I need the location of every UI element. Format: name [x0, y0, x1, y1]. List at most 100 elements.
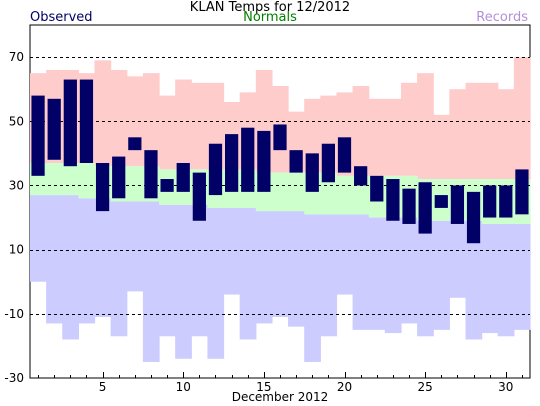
record-low-bar: [513, 223, 531, 330]
observed-bar: [79, 79, 94, 163]
record-low-bar: [110, 201, 128, 337]
legend-observed: Observed: [30, 10, 93, 25]
record-high-bar: [352, 85, 370, 176]
observed-bar: [370, 175, 384, 202]
record-low-bar: [481, 223, 499, 334]
record-high-bar: [481, 82, 499, 180]
observed-bar: [305, 153, 319, 192]
y-tick-label: 70: [9, 50, 24, 64]
record-low-bar: [78, 198, 96, 324]
normal-range-bar: [336, 175, 354, 215]
y-tick-label: 10: [9, 243, 24, 257]
record-high-bar: [513, 57, 531, 180]
observed-bar: [208, 143, 223, 196]
record-high-bar: [417, 73, 434, 180]
normal-range-bar: [288, 172, 305, 212]
observed-bar: [225, 134, 239, 192]
record-low-bar: [449, 220, 467, 298]
observed-bar: [144, 150, 158, 199]
record-high-bar: [433, 114, 450, 180]
record-low-bar: [223, 207, 241, 295]
x-tick-label: 25: [418, 380, 433, 394]
observed-bar: [499, 185, 513, 218]
record-high-bar: [497, 89, 515, 180]
record-low-bar: [142, 201, 160, 362]
record-low-bar: [288, 211, 305, 327]
record-low-bar: [336, 214, 354, 295]
record-low-bar: [46, 195, 63, 324]
normal-range-bar: [78, 162, 96, 199]
record-high-bar: [449, 89, 467, 180]
y-axis: -30 -10 10 30 50 70: [4, 50, 24, 385]
observed-bar: [241, 127, 255, 192]
observed-bar: [386, 179, 400, 221]
x-tick-label: 20: [337, 380, 352, 394]
record-low-bar: [159, 204, 176, 337]
observed-bar: [47, 98, 61, 160]
observed-bar: [31, 95, 45, 176]
record-low-bar: [94, 198, 112, 318]
legend-normals: Normals: [243, 10, 297, 25]
record-low-bar: [62, 195, 79, 340]
observed-bar: [176, 162, 190, 192]
record-low-bar: [207, 207, 225, 359]
record-high-bar: [465, 82, 483, 180]
record-high-bar: [110, 69, 128, 167]
record-low-bar: [497, 223, 515, 337]
x-tick-label: 30: [498, 380, 513, 394]
record-low-bar: [255, 211, 273, 324]
y-tick-label: -10: [4, 307, 24, 321]
x-tick-label: 10: [176, 380, 191, 394]
record-high-bar: [94, 60, 112, 167]
chart-title: KLAN Temps for 12/2012: [189, 0, 351, 15]
record-low-bar: [368, 217, 386, 330]
record-high-bar: [368, 98, 386, 176]
record-low-bar: [175, 204, 192, 359]
record-high-bar: [191, 82, 209, 170]
observed-bar: [160, 179, 174, 192]
observed-bar: [63, 79, 77, 167]
record-low-bar: [384, 217, 402, 334]
observed-bar: [483, 185, 497, 218]
observed-bar: [273, 124, 287, 151]
observed-bar: [112, 156, 126, 199]
observed-bar: [354, 166, 368, 186]
record-high-bar: [159, 95, 176, 170]
record-low-bar: [30, 195, 47, 282]
record-low-bar: [400, 217, 418, 324]
observed-bar: [418, 182, 432, 234]
x-tick-label: 5: [99, 380, 107, 394]
observed-layer: [31, 79, 529, 244]
normal-range-bar: [126, 166, 144, 202]
record-high-bar: [175, 79, 192, 170]
record-low-bar: [320, 214, 338, 337]
y-tick-label: 50: [9, 114, 24, 128]
x-axis: 5 10 15 20 25 30: [38, 372, 523, 394]
observed-bar: [321, 143, 335, 183]
normal-range-bar: [320, 172, 338, 215]
observed-bar: [337, 137, 352, 173]
observed-bar: [128, 137, 142, 151]
observed-bar: [515, 169, 529, 215]
record-low-bar: [191, 204, 209, 337]
grid-layer: [30, 57, 530, 315]
observed-bar: [257, 130, 271, 192]
normal-range-bar: [62, 162, 79, 196]
x-axis-label: December 2012: [231, 390, 329, 404]
record-low-bar: [239, 207, 257, 340]
record-low-bar: [417, 220, 434, 337]
record-high-bar: [142, 73, 160, 167]
record-low-bar: [126, 201, 144, 292]
record-low-bar: [433, 220, 450, 330]
observed-bar: [434, 195, 448, 208]
normal-range-bar: [46, 162, 63, 196]
observed-bar: [466, 191, 481, 244]
legend-records: Records: [476, 10, 528, 25]
record-low-bar: [271, 211, 289, 318]
record-high-bar: [384, 98, 402, 176]
normal-range-bar: [271, 172, 289, 212]
observed-bar: [450, 185, 465, 224]
observed-bar: [402, 188, 416, 224]
y-tick-label: 30: [9, 178, 24, 192]
